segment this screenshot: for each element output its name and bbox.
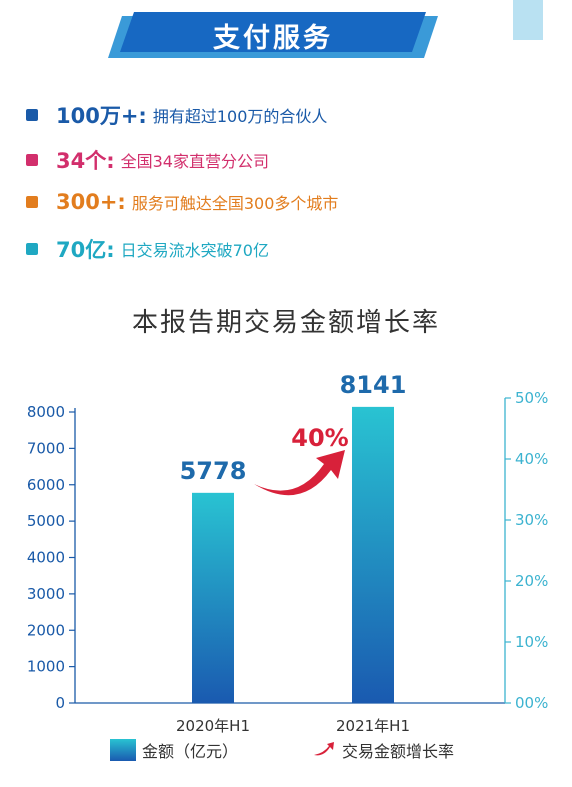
stat-item-daily-volume: 70亿: 日交易流水突破70亿	[26, 234, 269, 264]
stat-bullet	[26, 154, 38, 166]
bar	[352, 406, 394, 703]
y2-tick-label: 30%	[515, 511, 548, 529]
bar-value-label: 5778	[180, 457, 247, 485]
legend-item-amount: 金额（亿元）	[110, 738, 238, 762]
stat-item-partners: 100万+: 拥有超过100万的合伙人	[26, 100, 327, 130]
stat-text: 日交易流水突破70亿	[120, 241, 269, 260]
growth-arrow-icon	[254, 450, 345, 496]
stat-item-cities: 300+: 服务可触达全国300多个城市	[26, 190, 338, 214]
stat-key: 100万+:	[56, 104, 147, 128]
stat-bullet	[26, 243, 38, 255]
banner-title: 支付服务	[213, 22, 333, 54]
legend-item-growth: 交易金额增长率	[312, 738, 454, 762]
y2-tick-label: 50%	[515, 389, 548, 407]
y-tick-label: 8000	[27, 403, 65, 421]
banner-shape	[108, 12, 438, 58]
y2-tick-label: 10%	[515, 633, 548, 651]
y-tick-label: 3000	[27, 585, 65, 603]
stat-item-branches: 34个: 全国34家直营分公司	[26, 145, 269, 175]
stat-text: 服务可触达全国300多个城市	[131, 194, 339, 213]
y2-tick-label: 40%	[515, 450, 548, 468]
y2-tick-label: 20%	[515, 572, 548, 590]
section-banner: 支付服务	[108, 12, 438, 58]
growth-rate-label: 40%	[291, 424, 348, 452]
stat-key: 70亿:	[56, 238, 115, 262]
y-tick-label: 1000	[27, 658, 65, 676]
legend-swatch-growth-arrow-icon	[314, 742, 334, 756]
legend-label-amount: 金额（亿元）	[142, 742, 239, 761]
legend-label-growth: 交易金额增长率	[342, 742, 455, 761]
stat-text: 拥有超过100万的合伙人	[152, 107, 328, 126]
y-tick-label: 6000	[27, 476, 65, 494]
y-tick-label: 5000	[27, 512, 65, 530]
stat-key: 34个:	[56, 149, 115, 173]
stat-text: 全国34家直营分公司	[120, 152, 269, 171]
stat-bullet	[26, 196, 38, 208]
chart-title: 本报告期交易金额增长率	[131, 308, 440, 338]
legend-swatch-bar	[110, 739, 136, 761]
corner-decoration	[513, 0, 543, 40]
y-tick-label: 2000	[27, 621, 65, 639]
y-tick-label: 4000	[27, 549, 65, 567]
bar-value-label: 8141	[340, 371, 407, 399]
y-tick-label: 7000	[27, 439, 65, 457]
x-tick-label: 2021年H1	[336, 717, 410, 735]
bar	[192, 492, 234, 703]
y2-tick-label: 00%	[515, 694, 548, 712]
x-tick-label: 2020年H1	[176, 717, 250, 735]
y-tick-label: 0	[55, 694, 65, 712]
stat-bullet	[26, 109, 38, 121]
stat-key: 300+:	[56, 190, 126, 214]
